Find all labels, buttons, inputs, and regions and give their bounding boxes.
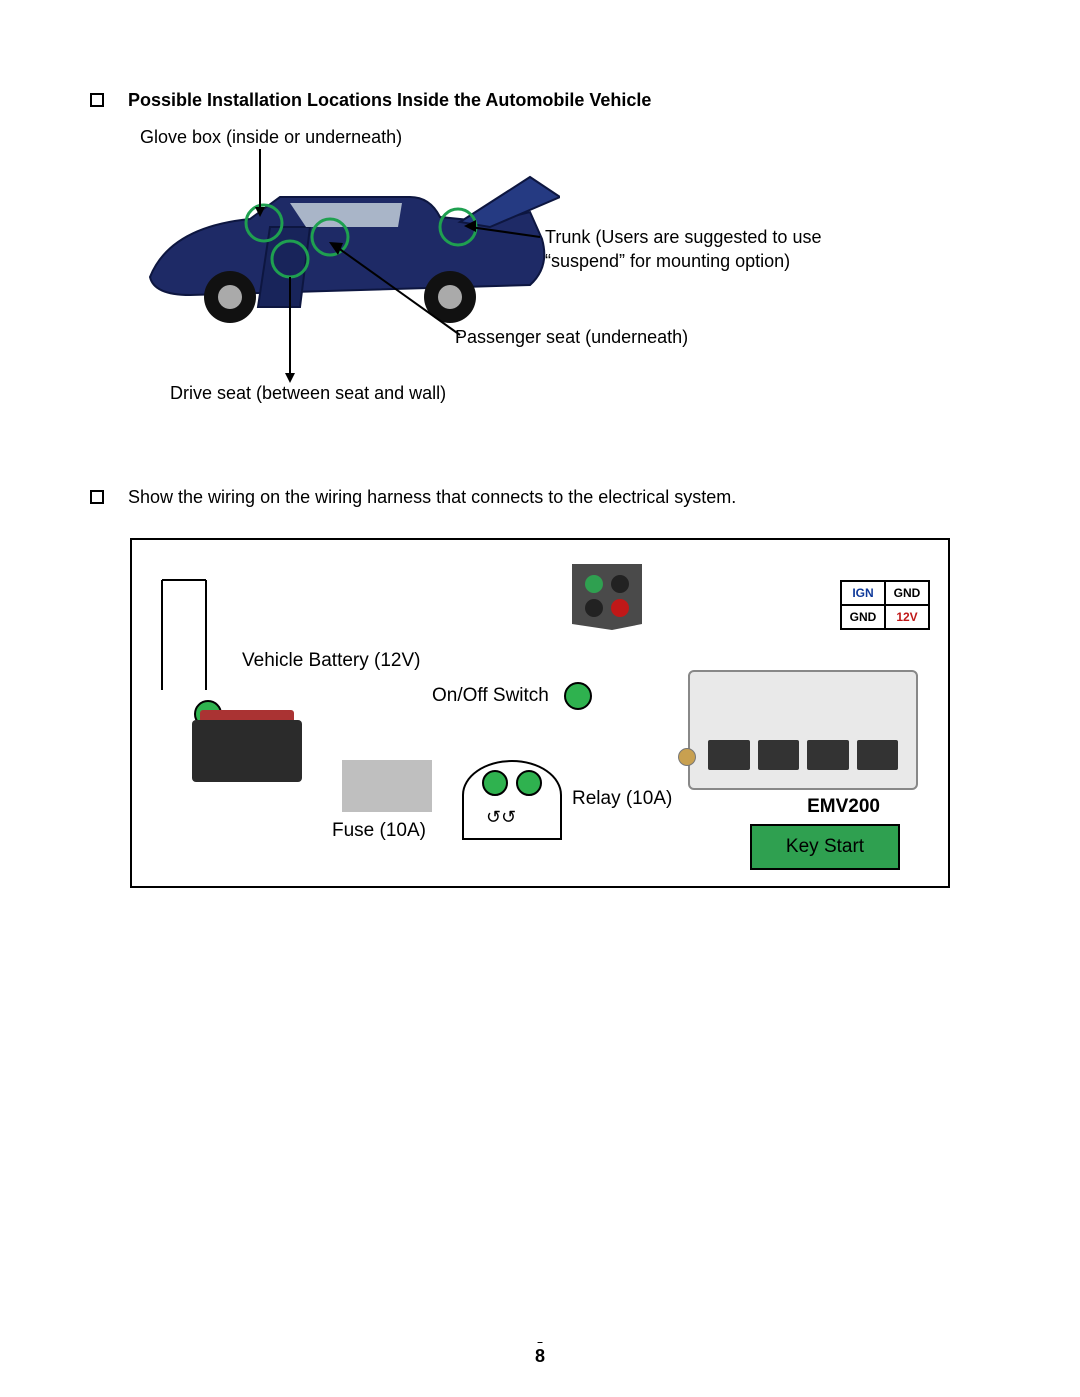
pin-table: IGN GND GND 12V [840, 580, 930, 630]
relay-dot-icon [482, 770, 508, 796]
device-unit [688, 670, 918, 790]
pin-12v: 12V [885, 605, 929, 629]
antenna-icon [678, 748, 696, 766]
bullet-icon [90, 93, 104, 107]
key-start-box: Key Start [750, 824, 900, 870]
bullet-icon [90, 490, 104, 504]
section2-row: Show the wiring on the wiring harness th… [90, 487, 990, 508]
section2-text: Show the wiring on the wiring harness th… [128, 487, 736, 508]
pin-ign: IGN [841, 581, 885, 605]
section1-title: Possible Installation Locations Inside t… [128, 90, 651, 111]
port-icon [857, 740, 899, 770]
connector-enlarged [562, 552, 652, 632]
key-start-label: Key Start [786, 836, 864, 858]
switch-dot-icon [564, 682, 592, 710]
port-icon [708, 740, 750, 770]
device-label: EMV200 [807, 796, 880, 818]
wiring-diagram: Vehicle Battery (12V) On/Off Switch Fuse… [130, 538, 950, 888]
fuse-block [342, 760, 432, 812]
relay-block: ↺↺ [462, 760, 562, 840]
port-icon [807, 740, 849, 770]
page-number: – 8 [0, 1340, 1080, 1367]
pin-gnd: GND [885, 581, 929, 605]
arrow-overlay [130, 127, 910, 427]
wiring-lines [132, 540, 432, 690]
relay-dot-icon [516, 770, 542, 796]
car-diagram: Glove box (inside or underneath) Trunk (… [130, 127, 990, 447]
page-number-value: 8 [535, 1346, 545, 1366]
label-relay: Relay (10A) [572, 788, 672, 810]
device-ports [708, 740, 898, 770]
relay-coil-icon: ↺↺ [486, 807, 516, 828]
label-fuse: Fuse (10A) [332, 820, 426, 842]
label-switch: On/Off Switch [432, 685, 549, 707]
port-icon [758, 740, 800, 770]
pin-gnd: GND [841, 605, 885, 629]
battery-block [192, 720, 302, 782]
section1-heading-row: Possible Installation Locations Inside t… [90, 90, 990, 111]
